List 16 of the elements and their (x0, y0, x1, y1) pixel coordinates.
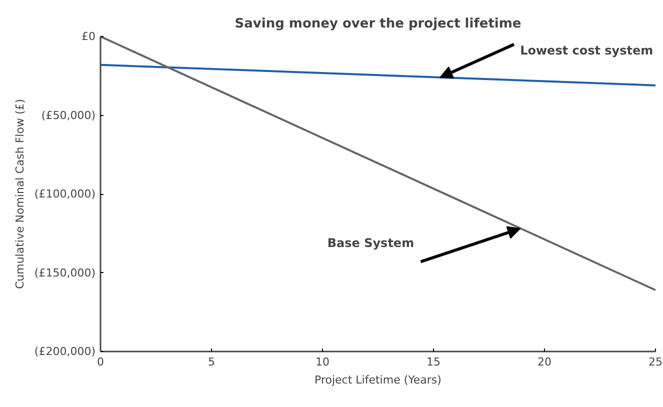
chart-title: Saving money over the project lifetime (234, 16, 522, 32)
y-tick-label: (£100,000) (34, 188, 96, 200)
annotation: Lowest cost system (520, 44, 654, 58)
x-tick-label: 20 (538, 356, 552, 368)
annotation: Base System (327, 236, 414, 250)
y-tick-label: (£50,000) (41, 108, 96, 122)
x-tick-label: 5 (208, 356, 215, 368)
x-tick-label: 25 (648, 356, 662, 368)
x-axis-title: Project Lifetime (Years) (314, 374, 442, 386)
x-tick-label: 10 (316, 356, 330, 368)
x-tick-label: 0 (97, 356, 104, 368)
y-axis-title: Cumulative Nominal Cash Flow (£) (13, 98, 26, 290)
y-tick-label: (£150,000) (34, 266, 96, 280)
y-tick-label: (£200,000) (34, 345, 96, 358)
x-tick-label: 15 (426, 356, 440, 368)
y-tick-label: £0 (82, 30, 96, 43)
